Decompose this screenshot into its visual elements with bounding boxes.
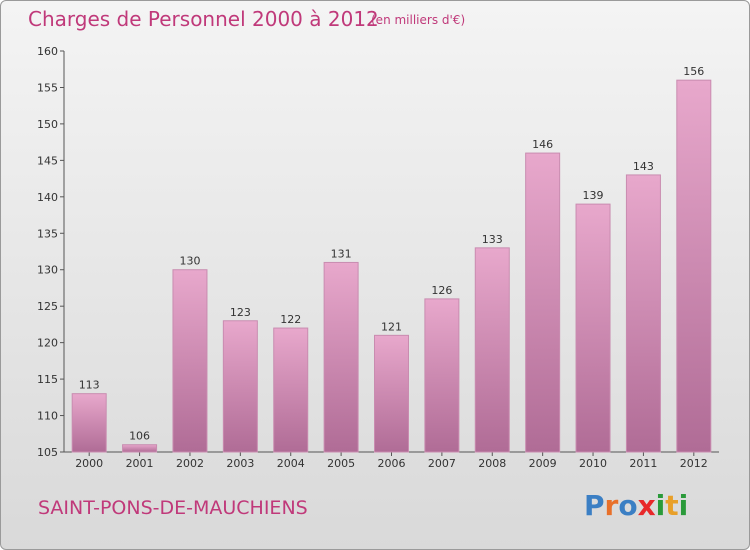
x-tick-label: 2005 xyxy=(327,457,355,470)
logo-letter: P xyxy=(584,489,605,522)
bars: 113 106 130 123 122 131 121 126 133 146 139 143 156 xyxy=(71,65,712,453)
logo-letter: i xyxy=(678,489,689,522)
x-tick-label: 2006 xyxy=(378,457,406,470)
bar xyxy=(625,174,661,453)
bar-value-label: 131 xyxy=(331,247,352,260)
x-tick-label: 2009 xyxy=(529,457,557,470)
y-tick-label: 110 xyxy=(37,410,58,423)
x-tick-label: 2011 xyxy=(629,457,657,470)
commune-name: SAINT-PONS-DE-MAUCHIENS xyxy=(38,497,308,519)
bar-value-label: 126 xyxy=(431,284,452,297)
bar-value-label: 123 xyxy=(230,306,251,319)
x-tick-label: 2003 xyxy=(226,457,254,470)
bar xyxy=(374,334,409,453)
bar xyxy=(71,393,107,453)
bar xyxy=(676,79,712,453)
y-tick-label: 105 xyxy=(37,446,58,459)
bar-value-label: 106 xyxy=(129,430,150,443)
logo-letter: r xyxy=(604,489,619,522)
y-tick-label: 140 xyxy=(37,191,58,204)
chart-title: Charges de Personnel 2000 à 2012 xyxy=(28,7,379,31)
logo-letter: t xyxy=(665,489,679,522)
bar xyxy=(424,298,460,453)
y-axis: 105 110 115 120 125 130 135 140 145 150 155 160 xyxy=(37,45,65,459)
logo-letter: i xyxy=(655,489,666,522)
bar xyxy=(172,269,208,453)
y-tick-label: 130 xyxy=(37,264,58,277)
x-tick-label: 2012 xyxy=(680,457,708,470)
x-tick-label: 2000 xyxy=(75,457,103,470)
bar-value-label: 122 xyxy=(280,313,301,326)
x-tick-label: 2001 xyxy=(126,457,154,470)
x-tick-label: 2010 xyxy=(579,457,607,470)
bar-value-label: 113 xyxy=(79,379,100,392)
bar xyxy=(273,327,309,453)
logo-letter: x xyxy=(637,489,656,522)
bar-value-label: 143 xyxy=(633,160,654,173)
chart-subtitle: (en milliers d'€) xyxy=(371,13,466,27)
y-tick-label: 115 xyxy=(37,373,58,386)
bar xyxy=(525,152,561,453)
x-tick-label: 2004 xyxy=(277,457,305,470)
y-tick-label: 125 xyxy=(37,300,58,313)
bar xyxy=(323,261,359,453)
x-tick-label: 2007 xyxy=(428,457,456,470)
y-tick-label: 145 xyxy=(37,154,58,167)
bar-value-label: 146 xyxy=(532,138,553,151)
x-tick-label: 2008 xyxy=(478,457,506,470)
bar xyxy=(222,320,258,453)
bar-value-label: 133 xyxy=(482,233,503,246)
bar-value-label: 121 xyxy=(381,320,402,333)
bar xyxy=(575,203,611,453)
y-tick-label: 160 xyxy=(37,45,58,58)
bar xyxy=(474,247,510,453)
x-axis: 2000 2001 2002 2003 2004 2005 2006 2007 2008 2009… xyxy=(64,451,719,470)
y-tick-label: 135 xyxy=(37,227,58,240)
y-tick-label: 150 xyxy=(37,118,58,131)
y-tick-label: 155 xyxy=(37,81,58,94)
bar xyxy=(122,444,158,453)
y-tick-label: 120 xyxy=(37,337,58,350)
proxiti-logo: Proxiti xyxy=(584,489,688,522)
logo-letter: o xyxy=(618,489,638,522)
bar-value-label: 130 xyxy=(179,255,200,268)
bar-value-label: 156 xyxy=(683,65,704,78)
x-tick-label: 2002 xyxy=(176,457,204,470)
bar-value-label: 139 xyxy=(583,189,604,202)
